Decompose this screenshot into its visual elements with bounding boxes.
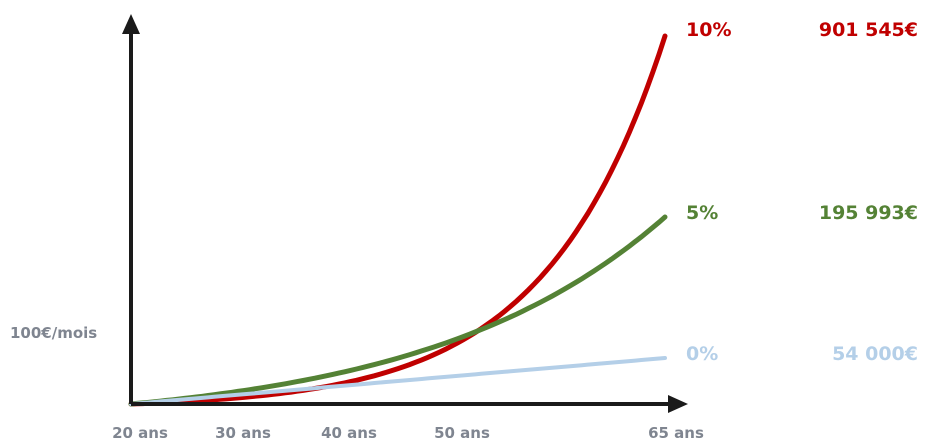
x-tick-label: 20 ans — [112, 424, 168, 441]
x-tick-label: 65 ans — [648, 424, 704, 441]
y-axis-arrow-icon — [122, 14, 140, 34]
series-labels: 10% 901 545€ 5% 195 993€ 0% 54 000€ — [686, 19, 918, 365]
series-lines — [128, 33, 668, 407]
series-label-0pct: 0% — [686, 343, 718, 365]
x-tick-label: 30 ans — [215, 424, 271, 441]
series-total-10pct: 901 545€ — [819, 19, 918, 41]
y-annotation-label: 100€/mois — [10, 324, 97, 342]
series-line-5pct — [128, 214, 668, 407]
series-label-5pct: 5% — [686, 202, 718, 224]
series-line-0pct — [129, 356, 667, 406]
series-line-10pct — [128, 33, 668, 407]
series-total-5pct: 195 993€ — [819, 202, 918, 224]
series-label-10pct: 10% — [686, 19, 731, 41]
x-tick-label: 40 ans — [321, 424, 377, 441]
x-axis-arrow-icon — [668, 395, 688, 413]
x-tick-label: 50 ans — [434, 424, 490, 441]
x-tick-labels: 20 ans 30 ans 40 ans 50 ans 65 ans — [112, 424, 704, 441]
series-total-0pct: 54 000€ — [832, 343, 918, 365]
